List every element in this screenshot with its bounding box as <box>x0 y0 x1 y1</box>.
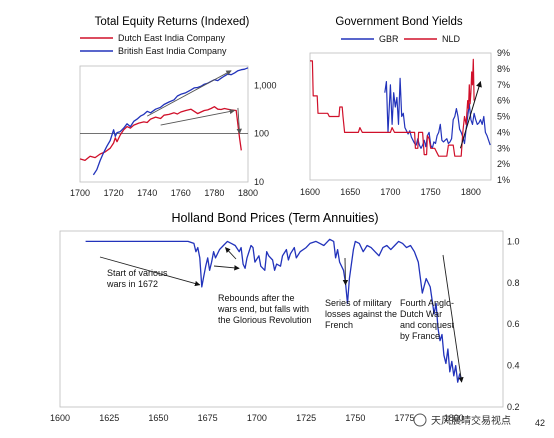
watermark: 天风晨晴交易视点 <box>413 413 511 427</box>
yields-y-tick-7: 7% <box>497 80 510 90</box>
annotation-4-arrow <box>442 254 464 383</box>
yields-x-tick-1800: 1800 <box>461 187 481 197</box>
annotation-4-line-3: and conquest <box>400 320 455 330</box>
annotation-3-line-3: French <box>325 320 353 330</box>
equity-series <box>79 67 249 176</box>
holland-x-tick-1600: 1600 <box>50 413 70 423</box>
annotation-4-line-2: Dutch War <box>400 309 442 319</box>
holland-x-tick-1725: 1725 <box>296 413 316 423</box>
yields-trend-arrows <box>459 81 482 149</box>
equity-x-tick-1780: 1780 <box>204 188 224 198</box>
holland-x-tick-1750: 1750 <box>345 413 365 423</box>
yields-y-ticks: 9% 8% 7% 6% 5% 4% 3% 2% 1% <box>497 48 510 185</box>
equity-series-line-dutch-east-india-company <box>79 106 242 162</box>
annotation-2-line-3: the Glorious Revolution <box>218 315 312 325</box>
holland-x-ticks: 1600 1625 1650 1675 1700 1725 1750 1775 1800 <box>50 413 464 423</box>
equity-returns-chart: Total Equity Returns (Indexed) Dutch Eas… <box>70 16 277 198</box>
yields-x-tick-1750: 1750 <box>421 187 441 197</box>
equity-trend-arrow-2 <box>160 108 236 126</box>
legend-label-british: British East India Company <box>118 46 227 56</box>
equity-x-tick-1740: 1740 <box>137 188 157 198</box>
annotation-4-line-4: by France <box>400 331 440 341</box>
equity-y-ticks: 1,000 100 10 <box>254 80 277 187</box>
equity-x-tick-1760: 1760 <box>171 188 191 198</box>
holland-x-tick-1675: 1675 <box>198 413 218 423</box>
holland-bond-prices-chart: Holland Bond Prices (Term Annuities) 160… <box>50 211 520 423</box>
holland-y-ticks: 1.0 0.8 0.6 0.4 0.2 <box>507 236 520 412</box>
annotation-3-line-1: Series of military <box>325 298 392 308</box>
equity-x-tick-1720: 1720 <box>104 188 124 198</box>
holland-y-tick-0-6: 0.6 <box>507 319 520 329</box>
holland-series <box>85 238 463 383</box>
yields-plot-frame <box>309 52 492 181</box>
equity-y-tick-10: 10 <box>254 177 264 187</box>
equity-x-ticks: 1700 1720 1740 1760 1780 1800 <box>70 188 258 198</box>
equity-trend-arrow-3 <box>236 107 242 135</box>
annotation-4-line-1: Fourth Anglo- <box>400 298 454 308</box>
yields-series <box>310 58 491 157</box>
legend-label-dutch: Dutch East India Company <box>118 33 226 43</box>
holland-chart-title: Holland Bond Prices (Term Annuities) <box>171 211 378 225</box>
yields-y-tick-5: 5% <box>497 112 510 122</box>
annotation-2-arrow <box>225 247 237 260</box>
holland-x-tick-1800: 1800 <box>444 413 464 423</box>
watermark-logo-icon <box>413 413 427 427</box>
holland-x-tick-1700: 1700 <box>247 413 267 423</box>
yields-x-tick-1700: 1700 <box>380 187 400 197</box>
holland-x-tick-1775: 1775 <box>395 413 415 423</box>
yields-series-line-gbr <box>384 77 491 149</box>
yields-trend-arrow-1 <box>459 81 482 149</box>
legend-label-nld: NLD <box>442 34 461 44</box>
annotation-1-line-2: wars in 1672 <box>106 279 158 289</box>
equity-chart-title: Total Equity Returns (Indexed) <box>95 16 250 28</box>
equity-x-tick-1800: 1800 <box>238 188 258 198</box>
yields-legend: GBR NLD <box>341 34 461 44</box>
annotation-2-line-2: wars end, but falls with <box>217 304 309 314</box>
watermark-text: 天风晨晴交易视点 <box>431 414 511 427</box>
legend-label-gbr: GBR <box>379 34 399 44</box>
holland-x-tick-1650: 1650 <box>148 413 168 423</box>
annotation-1-line-1: Start of various <box>107 268 168 278</box>
equity-trend-arrow-1 <box>146 70 232 117</box>
equity-x-tick-1700: 1700 <box>70 188 90 198</box>
yields-x-ticks: 1600 1650 1700 1750 1800 <box>300 187 481 197</box>
yields-y-tick-6: 6% <box>497 96 510 106</box>
bond-yields-chart: Government Bond Yields GBR NLD 1600 1650 1… <box>300 16 510 197</box>
holland-y-tick-0-4: 0.4 <box>507 361 520 371</box>
holland-plot-frame <box>59 230 504 408</box>
annotation-3-line-2: losses against the <box>325 309 397 319</box>
equity-legend: Dutch East India Company British East In… <box>80 33 227 56</box>
annotation-1-arrow <box>99 256 201 287</box>
equity-series-line-british-east-india-company <box>92 67 249 176</box>
yields-series-line-nld <box>310 58 475 157</box>
yields-y-tick-3: 3% <box>497 143 510 153</box>
yields-y-tick-9: 9% <box>497 48 510 58</box>
holland-y-tick-1-0: 1.0 <box>507 236 520 246</box>
equity-trend-arrows <box>146 70 242 135</box>
holland-bond-price-line <box>85 238 463 383</box>
yields-x-tick-1600: 1600 <box>300 187 320 197</box>
holland-y-tick-0-8: 0.8 <box>507 278 520 288</box>
equity-plot-frame <box>79 65 249 183</box>
holland-x-tick-1625: 1625 <box>99 413 119 423</box>
equity-y-tick-1-000: 1,000 <box>254 80 277 90</box>
holland-y-tick-0-2: 0.2 <box>507 402 520 412</box>
yields-chart-title: Government Bond Yields <box>335 16 462 28</box>
annotation-2-arrow-2 <box>213 265 240 271</box>
yields-y-tick-2: 2% <box>497 159 510 169</box>
yields-y-tick-1: 1% <box>497 175 510 185</box>
yields-y-tick-8: 8% <box>497 64 510 74</box>
equity-y-tick-100: 100 <box>254 129 269 139</box>
yields-y-tick-4: 4% <box>497 127 510 137</box>
yields-x-tick-1650: 1650 <box>340 187 360 197</box>
annotation-2-line-1: Rebounds after the <box>218 293 295 303</box>
corner-page-number: 42 <box>535 418 545 428</box>
